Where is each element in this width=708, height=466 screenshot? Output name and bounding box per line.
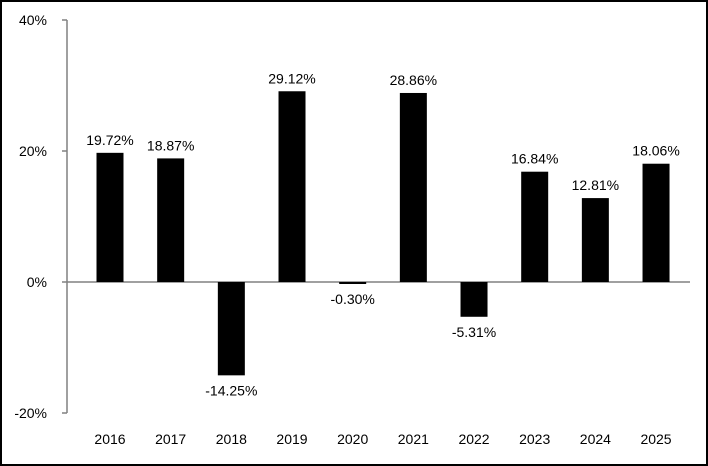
x-tick-label-2025: 2025 — [640, 431, 671, 447]
data-label-2021: 28.86% — [390, 72, 437, 88]
data-label-2019: 29.12% — [268, 70, 315, 86]
x-tick-label-2024: 2024 — [580, 431, 611, 447]
x-tick-label-2021: 2021 — [398, 431, 429, 447]
bars — [96, 91, 670, 376]
data-label-2016: 19.72% — [86, 132, 133, 148]
y-tick-label: -20% — [14, 405, 47, 421]
x-tick-label-2018: 2018 — [216, 431, 247, 447]
bar-2020 — [339, 282, 367, 284]
bar-2018 — [217, 282, 245, 376]
x-tick-label-2022: 2022 — [458, 431, 489, 447]
data-label-2024: 12.81% — [572, 177, 619, 193]
x-tick-label-2016: 2016 — [94, 431, 125, 447]
bar-2021 — [399, 92, 427, 282]
y-tick-label: 20% — [19, 143, 47, 159]
data-label-2022: -5.31% — [452, 324, 496, 340]
bar-2024 — [581, 198, 609, 282]
x-tick-label-2017: 2017 — [155, 431, 186, 447]
tick-labels: 40% 20% 0% -20% 2016 2017 2018 2019 2020 2021 2022… — [14, 12, 671, 447]
bar-2023 — [521, 171, 549, 282]
y-tick-label: 0% — [27, 274, 47, 290]
y-tick-label: 40% — [19, 12, 47, 28]
bar-2019 — [278, 91, 306, 282]
data-label-2018: -14.25% — [205, 382, 257, 398]
bar-2025 — [642, 163, 670, 282]
data-label-2020: -0.30% — [331, 291, 375, 307]
x-tick-label-2023: 2023 — [519, 431, 550, 447]
data-label-2025: 18.06% — [632, 143, 679, 159]
bar-2022 — [460, 282, 488, 317]
x-tick-label-2020: 2020 — [337, 431, 368, 447]
data-labels: 19.72% 18.87% -14.25% 29.12% -0.30% 28.86% -5.… — [86, 70, 680, 398]
x-tick-label-2019: 2019 — [276, 431, 307, 447]
bar-2017 — [157, 158, 185, 282]
data-label-2023: 16.84% — [511, 151, 558, 167]
data-label-2017: 18.87% — [147, 137, 194, 153]
bar-2016 — [96, 152, 124, 282]
